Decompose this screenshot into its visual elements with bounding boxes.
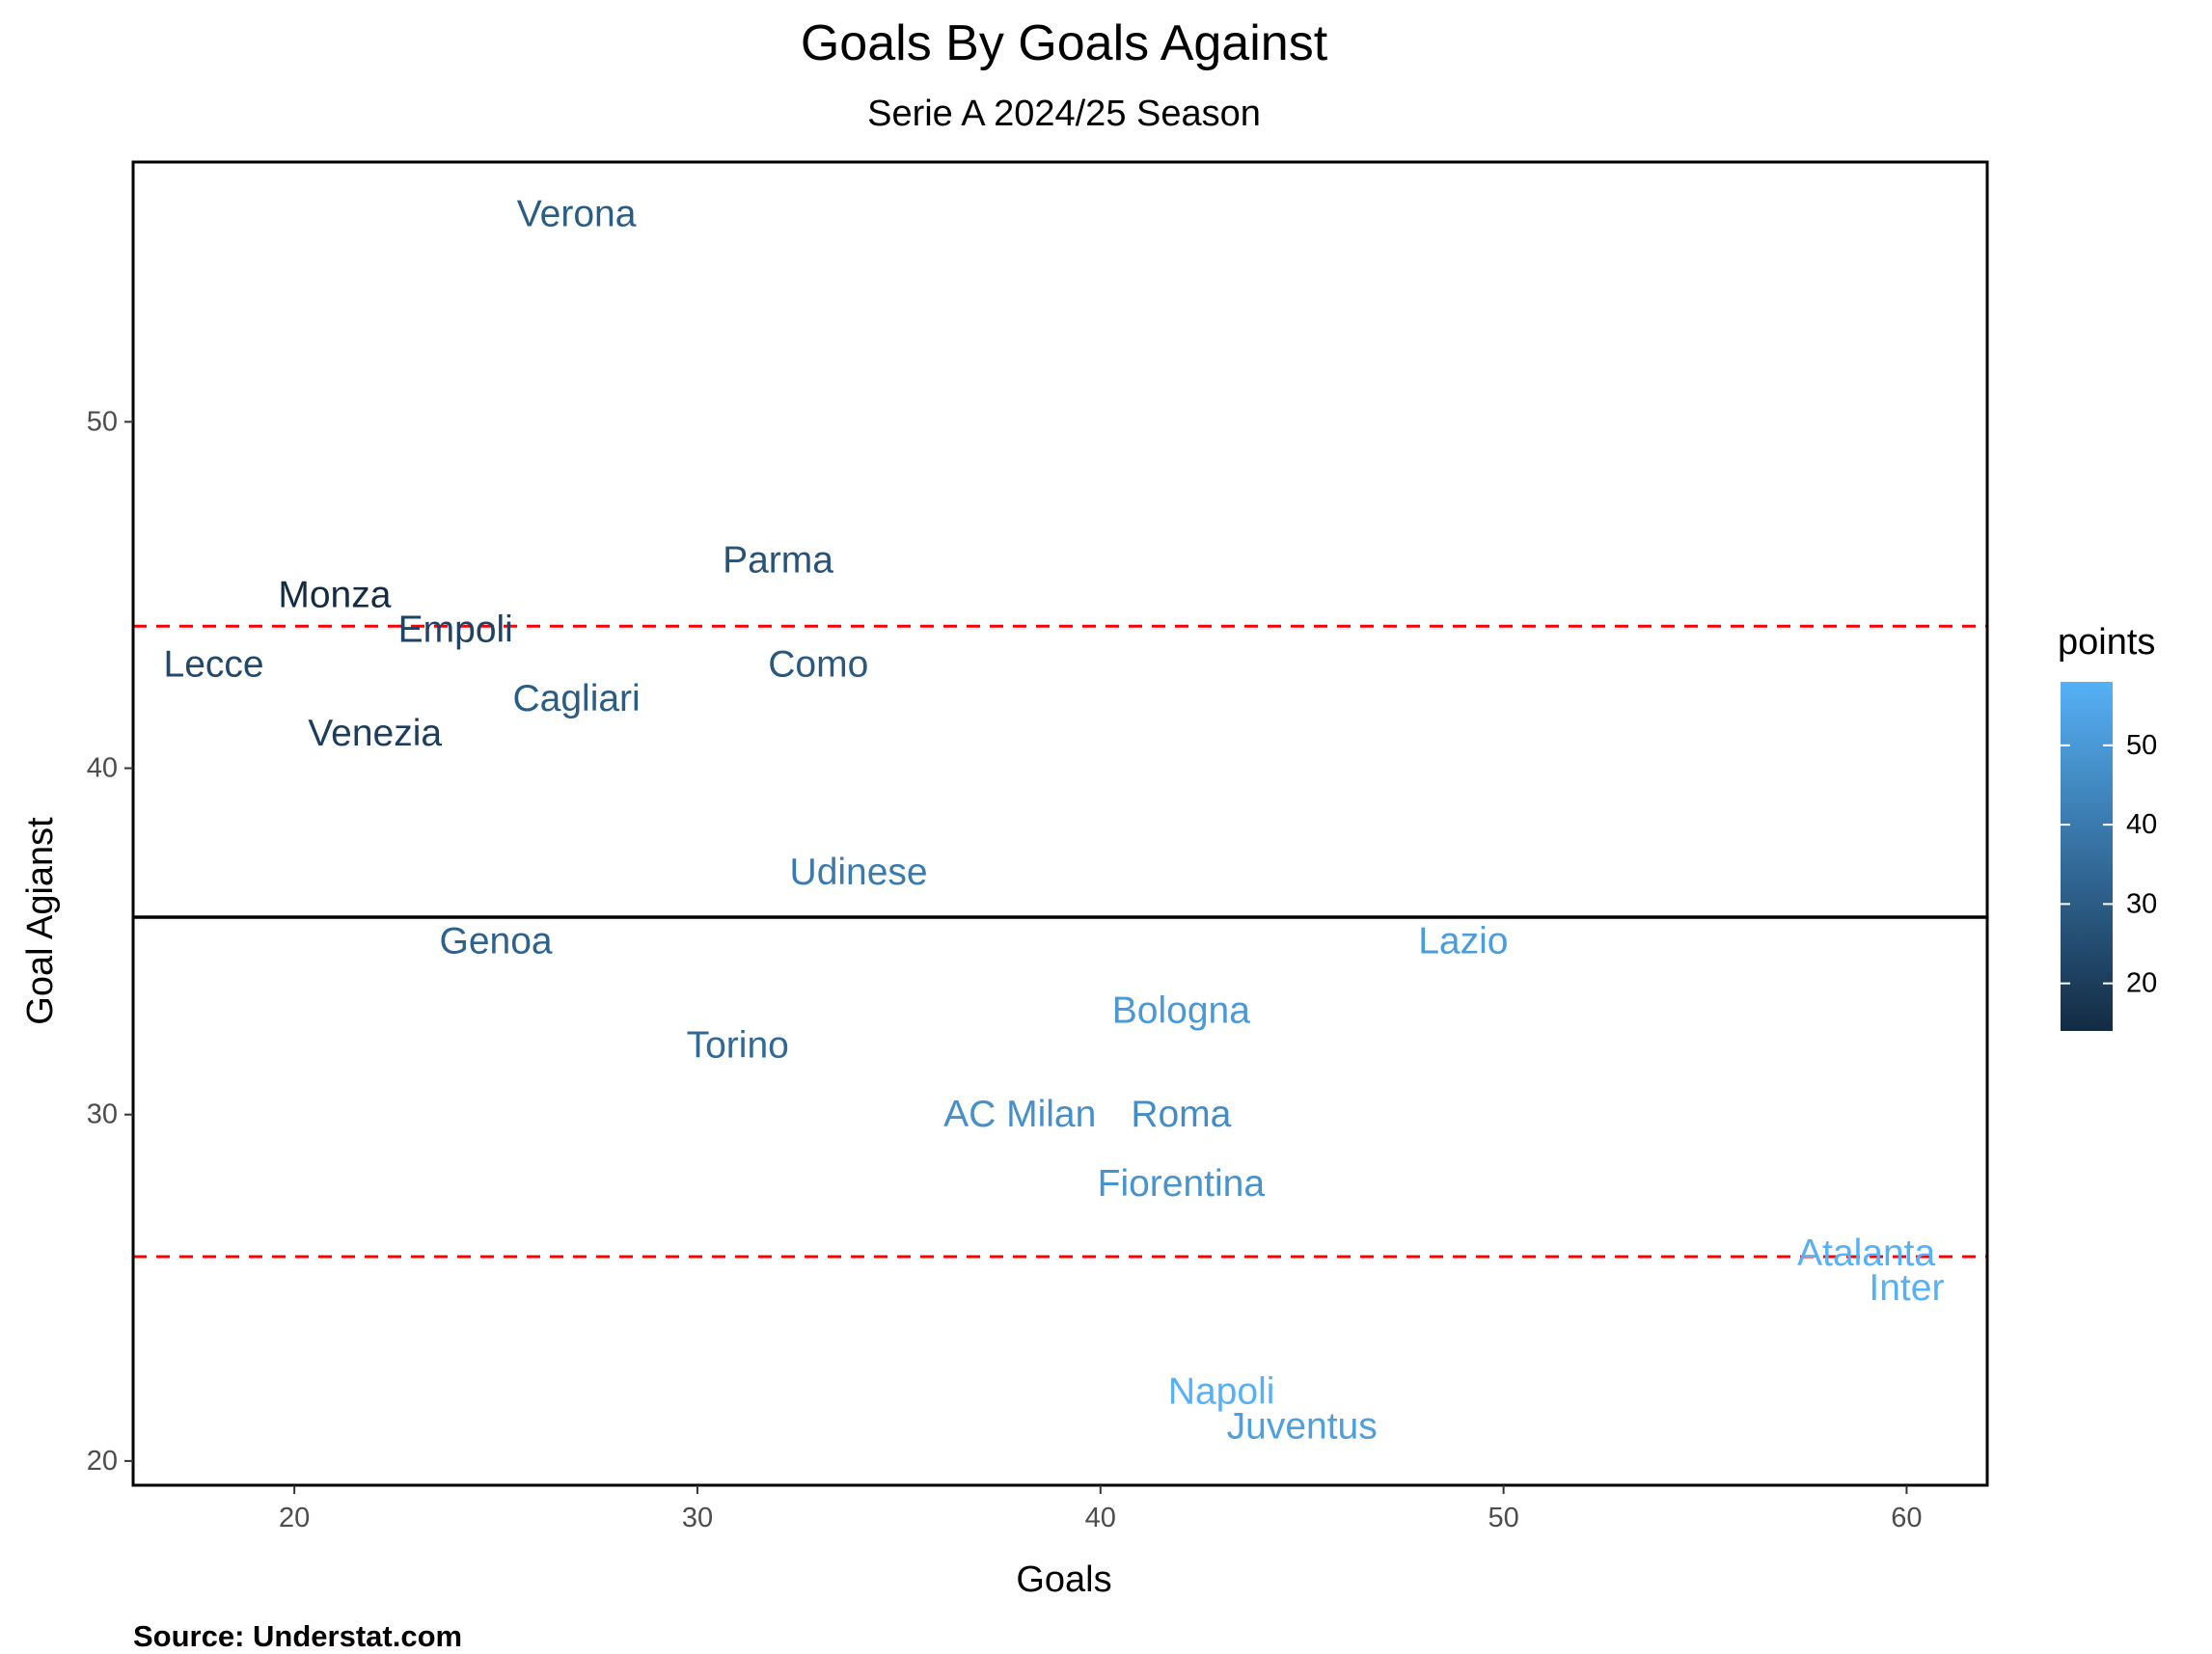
team-label: Fiorentina [1098,1163,1266,1205]
x-tick-label: 60 [1891,1503,1922,1533]
team-label: Monza [278,574,391,615]
x-tick-label: 20 [279,1503,310,1533]
team-label: Napoli [1168,1371,1275,1413]
y-tick-label: 40 [87,753,118,784]
x-axis: 20 30 40 50 60 [279,1485,1923,1533]
y-tick-label: 20 [87,1446,118,1477]
team-label: Atalanta [1797,1233,1935,1274]
team-label: Juventus [1227,1405,1378,1447]
x-tick-label: 30 [682,1503,713,1533]
team-label: Verona [517,193,637,234]
team-label: Roma [1131,1094,1231,1135]
team-label: Lecce [164,643,264,685]
legend-tick-label: 30 [2126,888,2157,919]
legend: points 20 30 40 50 [2058,622,2157,1031]
panel-border [131,160,1989,1487]
x-tick-label: 50 [1488,1503,1518,1533]
x-tick-label: 40 [1085,1503,1116,1533]
team-label: Lazio [1418,921,1508,963]
team-label: Como [768,643,868,685]
legend-tick-label: 40 [2126,809,2157,840]
team-label: Parma [723,540,833,582]
team-label: Genoa [439,921,552,963]
legend-colorbar [2061,682,2113,1031]
team-label: Torino [687,1024,789,1066]
source-caption: Source: Understat.com [133,1619,462,1653]
x-axis-title: Goals [1016,1559,1111,1600]
y-axis: 20 30 40 50 [87,406,133,1477]
legend-tick-label: 20 [2126,968,2157,999]
team-label: Venezia [308,713,442,754]
team-label: Inter [1869,1267,1944,1309]
legend-title: points [2058,622,2155,663]
team-label: Bologna [1112,990,1250,1031]
chart-title: Goals By Goals Against [801,15,1328,71]
legend-tick-label: 50 [2126,730,2157,761]
team-label: AC Milan [943,1094,1096,1135]
y-tick-label: 50 [87,406,118,437]
chart-subtitle: Serie A 2024/25 Season [867,94,1261,134]
team-label: Udinese [790,852,928,893]
team-label: Cagliari [512,678,640,719]
team-label: Empoli [398,609,513,650]
y-axis-title: Goal Agianst [20,817,61,1025]
y-tick-label: 30 [87,1099,118,1130]
